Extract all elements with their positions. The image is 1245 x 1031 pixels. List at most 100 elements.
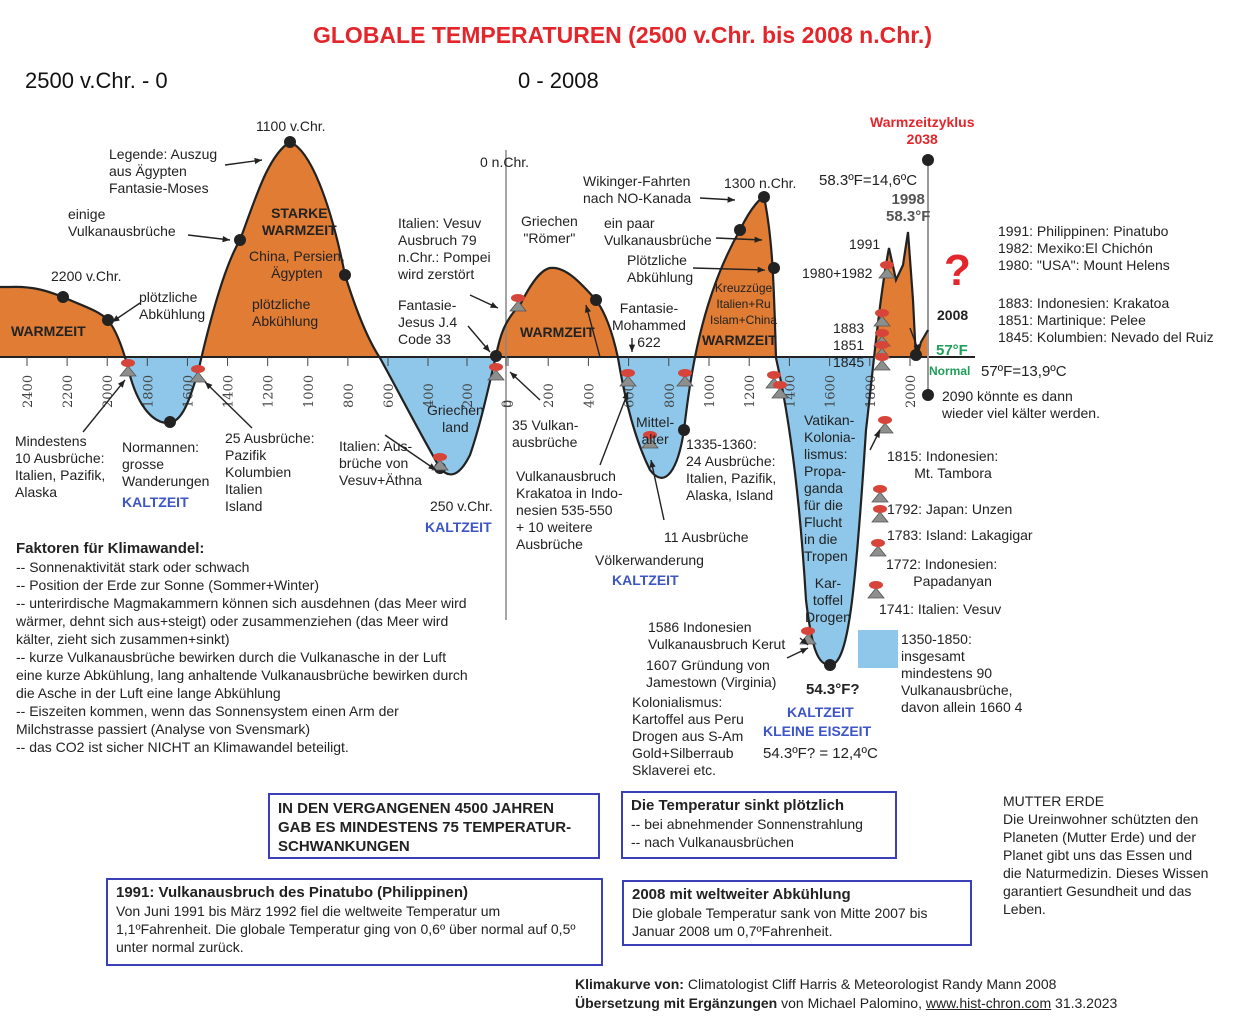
box-pinatubo: 1991: Vulkanausbruch des Pinatubo (Phili… — [106, 878, 603, 966]
arrow-line — [204, 381, 253, 429]
curve-point — [758, 191, 770, 203]
curve-points — [57, 136, 934, 671]
label-1335: 1335-1360: 24 Ausbrüche: Italien, Pazifi… — [686, 436, 777, 503]
arrow-head — [754, 236, 762, 243]
axis-left-tick-label: 2200 — [61, 375, 76, 408]
label-r1815: 1815: Indonesien: Mt. Tambora — [887, 448, 999, 481]
label-mindestens10: Mindestens 10 Ausbrüche: Italien, Pazifi… — [15, 433, 106, 500]
volcano-plume — [880, 261, 894, 269]
volcano-icon — [871, 505, 889, 523]
curve-point — [164, 416, 176, 428]
volcano-plume — [621, 369, 635, 377]
arrow-head — [800, 637, 808, 645]
label-kleine-eiszeit: KLEINE EISZEIT — [763, 723, 872, 739]
label-jamestown: 1607 Gründung von Jamestown (Virginia) — [646, 657, 777, 690]
label-krakatoa535: Vulkanausbruch Krakatoa in Indo- nesien … — [516, 468, 623, 552]
label-543f: 54.3°F? — [806, 681, 860, 698]
volcano-cone — [119, 365, 137, 377]
credits-link[interactable]: www.hist-chron.com — [925, 995, 1052, 1011]
axis-right-tick-label: 1200 — [743, 375, 758, 408]
volcano-legend-box — [858, 630, 898, 668]
label-vesuv79: Italien: Vesuv Ausbruch 79 n.Chr.: Pompe… — [398, 215, 491, 282]
factor-line: -- unterirdische Magmakammern können sic… — [16, 595, 467, 647]
mutter-erde-text: Die Ureinwohner schützten den Planeten (… — [1003, 811, 1209, 917]
label-1980: 1980+1982 — [802, 265, 873, 281]
volcano-plume — [875, 329, 889, 337]
volcano-plume — [875, 309, 889, 317]
label-kaltzeit-3: KALTZEIT — [612, 572, 679, 588]
axis-left-tick-label: 1400 — [222, 375, 237, 408]
axis-ticks: 2400 2200 2000 1800 1600 1400 1200 1000 800 600 40… — [21, 357, 919, 408]
volcano-plume — [191, 365, 205, 373]
cold-periods-fill — [0, 357, 928, 665]
volcano-cone — [876, 422, 894, 434]
credits-text-2: von Michael Palomino, — [777, 995, 926, 1011]
label-1100: 1100 v.Chr. — [256, 118, 326, 134]
volcano-icon — [876, 416, 894, 434]
volcano-plume — [678, 369, 692, 377]
volcano-cone — [873, 315, 891, 327]
warm-periods-fill — [0, 142, 928, 357]
label-ploetzlich-1: plötzliche Abkühlung — [139, 289, 206, 322]
climate-factors: Faktoren für Klimawandel: -- Sonnenaktiv… — [16, 540, 476, 756]
arrow-line — [692, 267, 766, 271]
volcano-cone — [871, 491, 889, 503]
box-temperatur-sinkt-line2: -- nach Vulkanausbrüchen — [631, 834, 794, 850]
volcano-icon — [641, 431, 659, 449]
arrow-line — [599, 391, 629, 466]
volcano-icon — [676, 369, 694, 387]
volcano-cone — [509, 300, 527, 312]
label-2008: 2008 — [937, 307, 969, 323]
curve-point — [490, 350, 502, 362]
axis-mid-tick-label: 0 — [500, 400, 515, 408]
volcano-cone — [619, 375, 637, 387]
label-griechenland: Griechen land — [427, 402, 484, 435]
curve-point — [734, 224, 746, 236]
label-warmzeit-3: WARMZEIT — [702, 332, 777, 348]
factor-line: -- Eiszeiten kommen, wenn das Sonnensyst… — [16, 703, 399, 737]
label-r1883: 1883: Indonesien: Krakatoa 1851: Martini… — [998, 295, 1214, 345]
axis-left-tick-label: 2000 — [101, 375, 116, 408]
box-schwankungen-text: IN DEN VERGANGENEN 4500 JAHREN GAB ES MI… — [278, 800, 572, 855]
credits-date: 31.3.2023 — [1051, 995, 1118, 1011]
arrow-head — [117, 380, 125, 388]
volcano-icon — [771, 381, 789, 399]
axis-right-tick-label: 400 — [582, 383, 597, 408]
volcano-plume — [489, 363, 503, 371]
volcano-plume — [801, 627, 815, 635]
label-0: 0 n.Chr. — [480, 154, 530, 170]
arrow-head — [757, 266, 765, 273]
curve-point — [678, 424, 690, 436]
label-kreuzzuege: Kreuzzüge Italien+Ru Islam+China — [710, 281, 778, 327]
label-italien-ausbr: Italien: Aus- brüche von Vesuv+Äthna — [339, 438, 422, 488]
volcano-cone — [771, 387, 789, 399]
box-2008-heading: 2008 mit weltweiter Abkühlung — [632, 886, 851, 903]
label-kartoffel: Kar- toffel Drogen — [805, 575, 851, 625]
volcano-plume — [875, 341, 889, 349]
box-2008-text: Die globale Temperatur sank von Mitte 20… — [632, 905, 928, 939]
arrow-head — [622, 392, 629, 400]
axis-right-tick-label: 1400 — [783, 375, 798, 408]
volcano-plume — [511, 294, 525, 302]
volcano-icon — [431, 453, 449, 471]
arrow-head — [254, 157, 262, 165]
curve-point — [922, 389, 934, 401]
label-china: China, Persien, Ägypten — [249, 248, 345, 281]
arrow-head — [482, 344, 490, 352]
label-583c: 58.3ºF=14,6ºC — [819, 172, 918, 189]
arrow-head — [490, 302, 498, 308]
curve-point — [284, 136, 296, 148]
curve-point — [234, 234, 246, 246]
question-mark-icon: ? — [944, 246, 971, 295]
mutter-erde: MUTTER ERDE Die Ureinwohner schützten de… — [1003, 792, 1213, 918]
curve-point — [339, 269, 351, 281]
arrow-head — [428, 463, 436, 470]
credits-label-2: Übersetzung mit Ergänzungen — [575, 995, 778, 1011]
warm-area — [0, 142, 928, 357]
arrow-line — [715, 237, 763, 241]
axis-right-tick-label: 0 — [502, 400, 517, 408]
volcano-plume — [875, 353, 889, 361]
label-1300: 1300 n.Chr. — [724, 175, 797, 191]
label-ploetzlich-3: Plötzliche Abkühlung — [627, 252, 694, 285]
